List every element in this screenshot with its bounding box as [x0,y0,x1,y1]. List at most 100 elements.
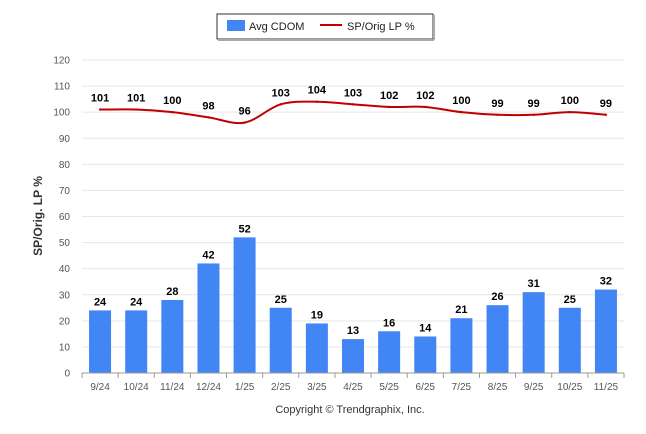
y-tick-label: 0 [64,369,70,380]
bar-data-label: 13 [347,325,359,337]
legend-swatch-avg-cdom [227,20,245,31]
bar [269,307,292,373]
line-data-label: 100 [163,95,181,107]
line-point [207,116,210,119]
bar-series [89,237,617,373]
x-tick-label: 2/25 [271,382,291,393]
x-tick-label: 7/25 [452,382,472,393]
line-series [98,100,608,125]
x-tick-label: 10/24 [124,382,149,393]
bar-data-label: 26 [491,291,503,303]
line-data-label: 96 [238,106,250,118]
legend-label-sp-orig: SP/Orig LP % [347,21,415,33]
line-data-label: 103 [272,87,290,99]
y-tick-label: 120 [53,56,70,67]
y-tick-label: 20 [59,316,71,327]
data-labels: 24 24 28 42 52 25 19 13 16 14 21 26 31 25 32 101 101 100 9… [91,85,612,337]
bar [414,336,437,373]
line-data-label: 103 [344,87,362,99]
bar [558,307,581,373]
x-tick-label: 12/24 [196,382,221,393]
line-data-label: 98 [202,100,214,112]
x-tick-label: 3/25 [307,382,327,393]
bar-data-label: 25 [564,294,576,306]
x-tick-label: 11/25 [594,382,619,393]
bar-data-label: 25 [275,294,287,306]
bar-data-label: 16 [383,317,395,329]
bar-data-label: 28 [166,286,178,298]
line-data-label: 101 [91,93,109,105]
bar-data-label: 21 [455,304,467,316]
y-tick-label: 100 [53,108,70,119]
bar [342,339,364,373]
y-tick-label: 60 [59,212,71,223]
line-data-label: 104 [308,85,327,97]
bar-data-label: 19 [311,309,323,321]
line-data-label: 99 [528,98,540,110]
line-data-label: 102 [380,90,398,102]
y-tick-label: 70 [59,186,71,197]
x-tick-label: 9/25 [524,382,544,393]
line-point [496,113,499,116]
line-data-label: 100 [452,95,470,107]
y-axis-title: SP/Orig. LP % [31,176,45,256]
x-tick-label: 10/25 [557,382,582,393]
bar-data-label: 52 [238,223,250,235]
y-tick-label: 90 [59,134,71,145]
line-point [532,113,535,116]
bar [378,331,401,373]
y-tick-label: 50 [59,238,71,249]
bar-data-label: 24 [130,296,143,308]
copyright-credit: Copyright © Trendgraphix, Inc. [275,404,424,416]
y-tick-label: 110 [54,82,70,93]
line-point [460,110,463,114]
y-tick-label: 10 [59,342,71,353]
bar [233,237,256,373]
line-data-label: 101 [127,93,145,105]
bar [522,292,545,373]
line-point [171,110,174,114]
line-point [351,103,355,106]
bar-data-label: 32 [600,276,612,288]
y-tick-label: 80 [59,160,71,171]
line-point [568,110,571,114]
bar [594,289,617,373]
x-tick-label: 1/25 [235,382,255,393]
x-tick-label: 5/25 [379,382,399,393]
bar [89,310,112,373]
x-tick-label: 4/25 [343,382,363,393]
line-point [424,105,427,109]
y-axis: 0 10 20 30 40 50 60 70 80 90 100 110 120 [53,56,70,380]
bar [161,299,184,373]
line-point [279,103,282,106]
bar-data-label: 14 [419,322,432,334]
y-tick-label: 30 [59,290,71,301]
x-tick-label: 8/25 [488,382,508,393]
line-data-label: 100 [561,95,579,107]
bar-data-label: 31 [528,278,540,290]
y-tick-label: 40 [59,264,71,275]
bar [125,310,148,373]
bar [197,263,220,373]
line-data-label: 99 [600,98,612,110]
line-point [315,100,319,103]
x-axis: 9/24 10/24 11/24 12/24 1/25 2/25 3/25 4/25 5/25 6… [81,372,625,393]
line-point [387,105,391,109]
x-tick-label: 6/25 [416,382,436,393]
bar-data-label: 42 [202,249,214,261]
line-data-label: 99 [491,98,503,110]
line-point [243,121,246,124]
legend: Avg CDOM SP/Orig LP % [216,13,435,41]
x-tick-label: 9/24 [90,382,110,393]
line-point [98,108,102,111]
line-point [604,113,608,116]
line-data-label: 102 [416,90,434,102]
bar-data-label: 24 [94,296,107,308]
bar [486,305,509,373]
line-point [135,108,138,111]
bar [450,318,473,373]
x-tick-label: 11/24 [160,382,185,393]
legend-label-avg-cdom: Avg CDOM [249,21,304,33]
bar [305,323,328,373]
